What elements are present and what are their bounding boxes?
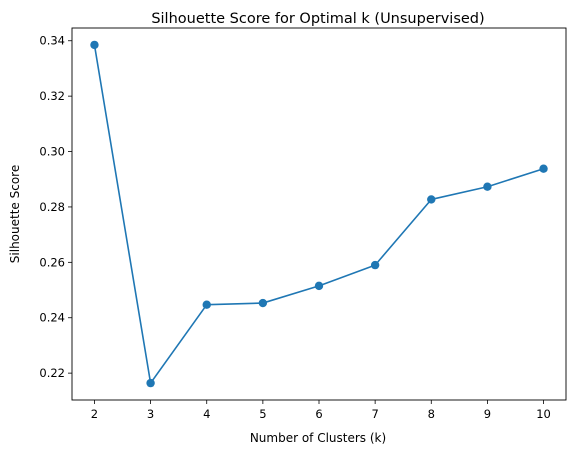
x-tick-label: 9: [484, 407, 491, 421]
x-tick-label: 2: [91, 407, 98, 421]
x-axis-label: Number of Clusters (k): [250, 431, 386, 445]
data-point: [314, 281, 324, 291]
x-axis-ticks: 2 3 4 5 6 7 8 9 10: [91, 400, 551, 421]
y-tick-label: 0.30: [39, 145, 65, 159]
data-point: [90, 40, 99, 50]
data-point: [258, 298, 268, 308]
x-tick-label: 6: [315, 407, 322, 421]
y-tick-label: 0.26: [39, 255, 65, 269]
x-tick-label: 5: [259, 407, 266, 421]
x-tick-label: 10: [536, 407, 551, 421]
plot-area: [71, 27, 567, 401]
x-tick-label: 4: [203, 407, 210, 421]
y-tick-label: 0.34: [39, 34, 65, 48]
x-tick-label: 3: [147, 407, 154, 421]
data-point: [427, 195, 436, 204]
data-point: [146, 378, 155, 388]
y-axis-ticks: 0.22 0.24 0.26 0.28 0.30 0.32 0.34: [39, 34, 72, 380]
y-tick-label: 0.28: [39, 200, 65, 214]
y-tick-label: 0.32: [39, 89, 65, 103]
x-tick-label: 7: [371, 407, 378, 421]
data-point: [483, 182, 492, 191]
y-tick-label: 0.22: [39, 366, 65, 380]
data-point: [370, 260, 380, 270]
chart-title: Silhouette Score for Optimal k (Unsuperv…: [151, 11, 484, 27]
data-point: [202, 300, 211, 309]
series-group: [90, 40, 548, 388]
data-point: [539, 164, 548, 173]
y-axis-label: Silhouette Score: [8, 165, 22, 263]
plot-frame: [71, 27, 567, 401]
y-tick-label: 0.24: [39, 311, 65, 325]
x-tick-label: 8: [428, 407, 435, 421]
series-line: [93, 44, 544, 384]
